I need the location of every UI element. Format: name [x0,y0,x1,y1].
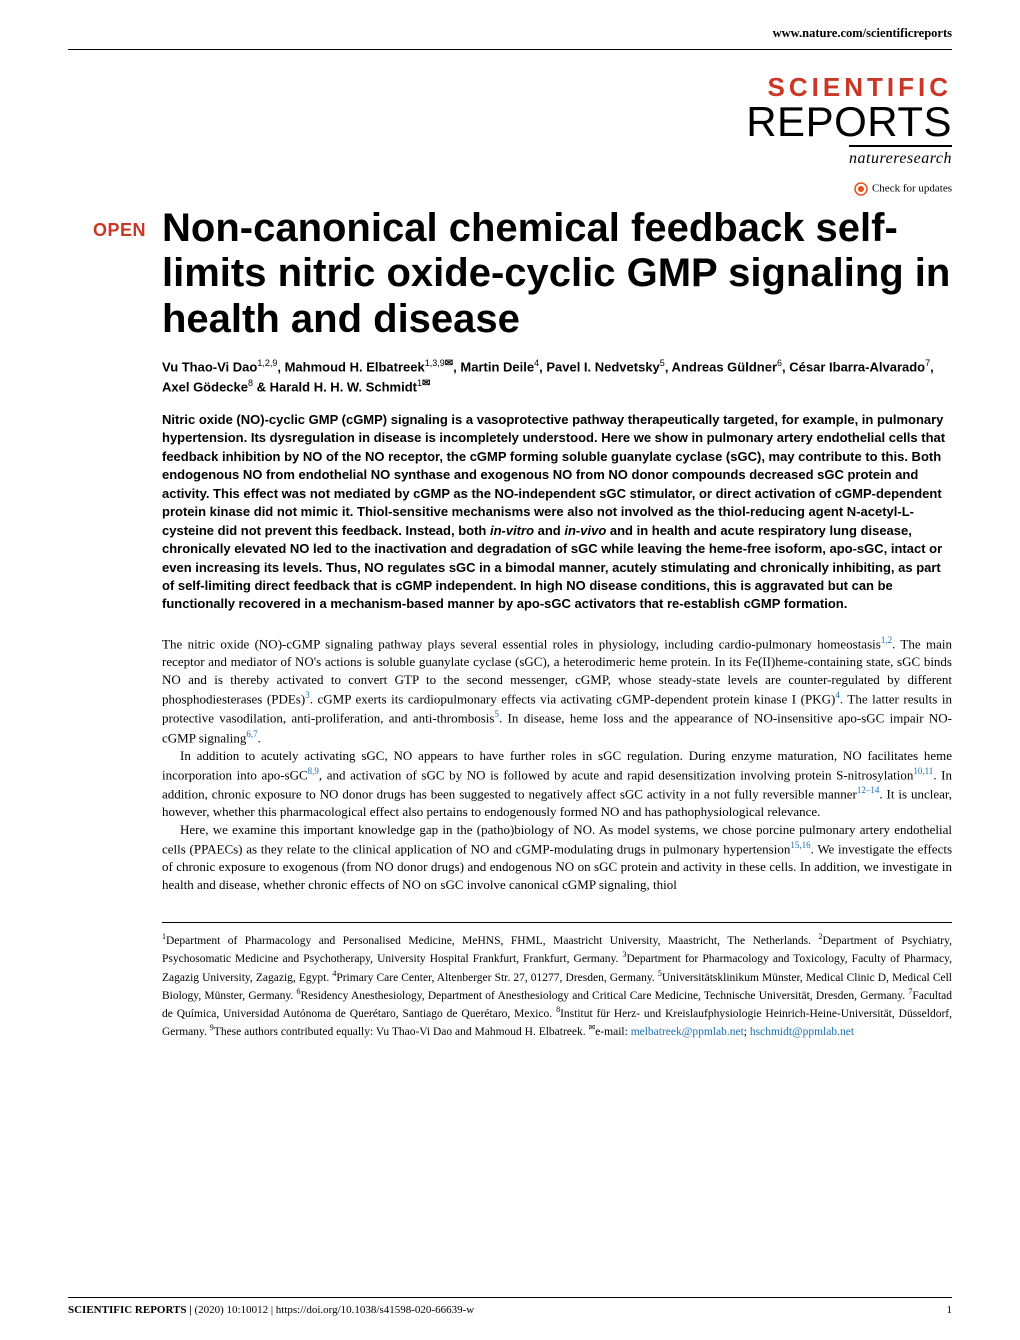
author-list: Vu Thao-Vi Dao1,2,9, Mahmoud H. Elbatree… [162,357,952,397]
open-access-badge: OPEN [68,206,146,241]
body-text: The nitric oxide (NO)-cGMP signaling pat… [162,634,952,894]
header-site-url[interactable]: www.nature.com/scientificreports [68,0,952,50]
body-paragraph: In addition to acutely activating sGC, N… [162,747,952,821]
check-updates-label: Check for updates [872,182,952,194]
footer-citation: (2020) 10:10012 | https://doi.org/10.103… [194,1304,474,1316]
affiliations: 1Department of Pharmacology and Personal… [162,922,952,1040]
article-title: Non-canonical chemical feedback self-lim… [162,206,952,343]
abstract: Nitric oxide (NO)-cyclic GMP (cGMP) sign… [162,411,952,614]
footer-journal: SCIENTIFIC REPORTS [68,1304,187,1316]
journal-subbrand: natureresearch [849,145,952,168]
page-footer: SCIENTIFIC REPORTS | (2020) 10:10012 | h… [68,1297,952,1316]
check-updates-icon [854,182,868,196]
body-paragraph: Here, we examine this important knowledg… [162,821,952,894]
journal-banner: SCIENTIFIC REPORTS natureresearch [68,72,952,168]
body-paragraph: The nitric oxide (NO)-cGMP signaling pat… [162,634,952,747]
footer-page-number: 1 [947,1304,953,1316]
check-updates-button[interactable]: Check for updates [68,182,952,196]
journal-name-line2: REPORTS [68,103,952,141]
